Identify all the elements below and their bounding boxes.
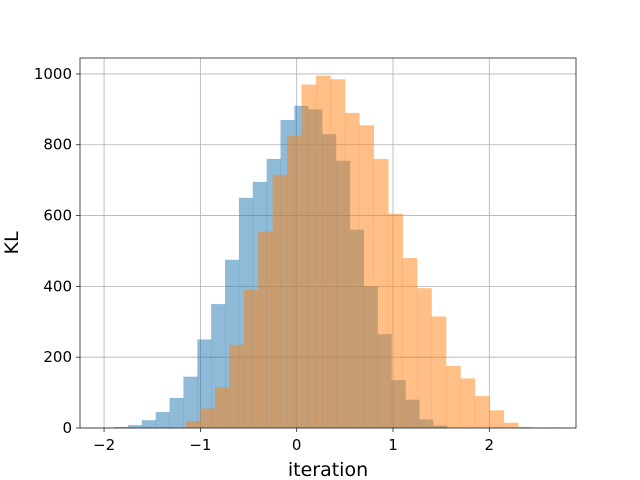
histogram-bar	[474, 396, 490, 428]
x-tick-label: −2	[93, 436, 115, 454]
histogram-bar	[503, 422, 519, 428]
x-tick-label: 0	[292, 436, 302, 454]
histogram-bar	[388, 213, 403, 428]
histogram-bar	[229, 344, 245, 428]
histogram-bar	[417, 288, 432, 428]
histogram-bar	[460, 378, 476, 428]
histogram-bar	[431, 316, 447, 428]
y-tick-label: 800	[43, 136, 72, 154]
y-tick-label: 400	[43, 277, 72, 295]
histogram-bar	[315, 75, 331, 429]
histogram-bar	[141, 420, 157, 428]
plot-frame	[79, 57, 577, 429]
histogram-bar	[114, 426, 129, 428]
histogram-bar	[169, 397, 184, 428]
y-axis-ticks: 0 200 400 600 800 1000	[34, 65, 80, 437]
histogram-bar	[373, 158, 389, 428]
histogram-bar	[200, 408, 216, 428]
y-axis-label: KL	[1, 231, 23, 254]
y-tick-label: 200	[43, 348, 72, 366]
histogram-bar	[344, 112, 360, 429]
histogram-bar	[445, 366, 461, 428]
histogram-bar	[243, 289, 259, 428]
y-tick-label: 1000	[34, 65, 72, 83]
histogram-bar	[330, 79, 346, 428]
y-tick-label: 600	[43, 207, 72, 225]
histogram-bar	[402, 258, 418, 428]
histogram-bar	[272, 174, 288, 428]
histogram-bar	[183, 376, 198, 428]
x-tick-label: 2	[485, 436, 495, 454]
histogram-bar	[258, 231, 273, 428]
histogram-series-b	[185, 75, 562, 429]
y-tick-label: 0	[62, 419, 72, 437]
histogram-bar	[127, 425, 143, 428]
histogram-bar	[185, 420, 201, 428]
histogram-bar	[197, 339, 212, 428]
x-tick-label: 1	[388, 436, 398, 454]
x-tick-label: −1	[189, 436, 211, 454]
x-axis-label: iteration	[288, 459, 368, 480]
histogram-bar	[489, 410, 505, 428]
histogram-bar	[214, 387, 230, 428]
histogram-bar	[359, 125, 375, 428]
histogram-bar	[518, 426, 533, 428]
histogram-bar	[155, 412, 170, 428]
x-axis-ticks: −2 −1 0 1 2	[93, 428, 494, 454]
histogram-bar	[287, 135, 302, 429]
histogram-bar	[301, 84, 317, 428]
